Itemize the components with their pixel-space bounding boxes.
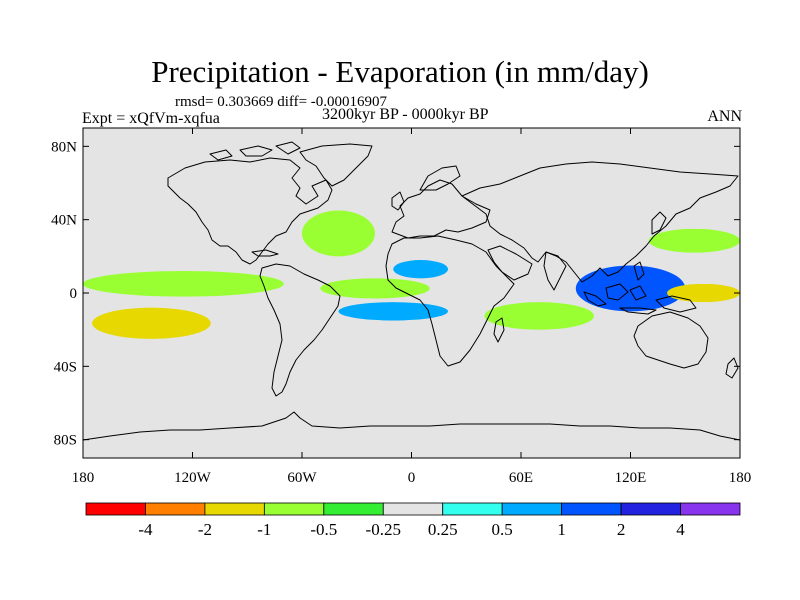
coast-asia (461, 161, 739, 283)
y-tick-label: 40N (51, 213, 77, 229)
anomaly-field (83, 210, 740, 339)
colorbar-swatch (620, 502, 681, 516)
coast-greenland (299, 143, 373, 187)
colorbar-swatch (680, 502, 741, 516)
x-tick-label: 120E (615, 470, 647, 486)
field-south-atlantic-wet (338, 302, 448, 321)
colorbar-swatch (204, 502, 265, 516)
coast-arabia (487, 245, 533, 281)
x-tick-label: 180 (729, 470, 752, 486)
colorbar-label: -2 (198, 520, 212, 539)
field-tropical-pacific-east-band (83, 271, 284, 297)
stats-text: rmsd= 0.303669 diff= -0.00016907 (175, 94, 388, 110)
colorbar-label: 0.5 (492, 520, 513, 539)
coast-arctic-islands (209, 141, 301, 161)
field-pacific-south-band (92, 307, 211, 339)
x-tick-label: 0 (408, 470, 416, 486)
colorbar-swatch (561, 502, 622, 516)
axes: 180 120W 60W 0 60E 120E 180 80N 40N 0 40S 80S (51, 128, 751, 486)
field-atlantic-itcz (320, 278, 430, 299)
season-label: ANN (707, 108, 742, 125)
period-label: 3200kyr BP - 0000kyr BP (322, 106, 489, 123)
colorbar-swatch (145, 502, 206, 516)
coast-africa (385, 235, 515, 367)
coast-australia (633, 311, 709, 369)
colorbar-swatch (323, 502, 384, 516)
coastlines (83, 141, 740, 441)
field-maritime-continent-wet (575, 265, 686, 312)
colorbar-label: 1 (557, 520, 566, 539)
colorbar-label: 2 (617, 520, 626, 539)
coast-new-zealand (725, 357, 739, 379)
colorbar-label: -0.25 (366, 520, 401, 539)
chart-title: Precipitation - Evaporation (in mm/day) (151, 54, 649, 89)
coast-south-america (259, 263, 341, 397)
coast-madagascar (493, 317, 505, 343)
coast-japan (651, 211, 667, 235)
coast-scandinavia (419, 165, 461, 191)
colorbar-label: 4 (676, 520, 685, 539)
colorbar-swatch (442, 502, 503, 516)
experiment-label: Expt = xQfVm-xqfua (82, 110, 220, 127)
field-north-pacific-dry (648, 228, 740, 253)
colorbar: -4 -2 -1 -0.5 -0.25 0.25 0.5 1 2 4 (85, 502, 741, 539)
colorbar-swatch (85, 502, 146, 516)
field-north-atlantic-dry (302, 210, 375, 257)
colorbar-label: 0.25 (428, 520, 458, 539)
y-tick-label: 40S (54, 359, 77, 375)
coast-india (543, 251, 567, 291)
coast-caribbean (251, 249, 279, 257)
coast-indonesia (583, 261, 697, 315)
field-west-pacific-dry (667, 283, 740, 303)
coast-europe (391, 179, 491, 239)
coast-britain (391, 191, 405, 211)
y-tick-label: 80N (51, 139, 77, 155)
x-tick-label: 180 (72, 470, 95, 486)
y-tick-label: 0 (70, 286, 78, 302)
coast-north-america (167, 157, 333, 265)
colorbar-label: -1 (257, 520, 271, 539)
field-indian-ocean-dry (484, 302, 594, 330)
x-tick-label: 60E (509, 470, 533, 486)
colorbar-label: -0.5 (310, 520, 337, 539)
colorbar-swatch (501, 502, 563, 516)
coast-antarctica (83, 411, 740, 441)
colorbar-swatch (382, 502, 444, 516)
colorbar-swatch (263, 502, 325, 516)
x-tick-label: 60W (287, 470, 317, 486)
y-tick-label: 80S (54, 433, 77, 449)
colorbar-label: -4 (138, 520, 153, 539)
x-tick-label: 120W (174, 470, 212, 486)
field-west-africa-wet (393, 260, 448, 279)
